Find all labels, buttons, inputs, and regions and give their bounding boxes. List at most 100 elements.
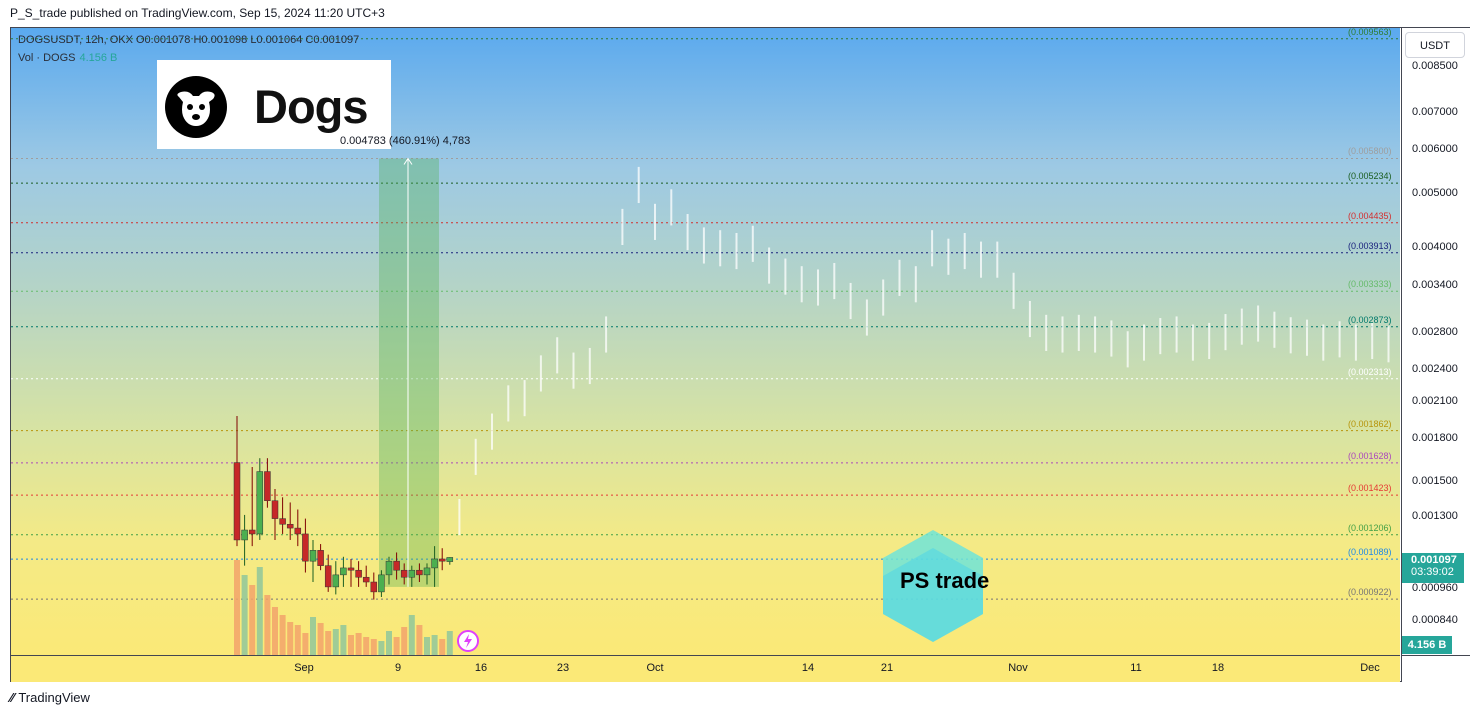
volume-bar (363, 637, 370, 655)
volume-bar (272, 607, 278, 655)
ps-trade-watermark: PS trade (900, 568, 990, 593)
candle-body (438, 558, 446, 562)
candle-body (431, 558, 438, 569)
fib-level-label: (0.003913) (1348, 240, 1392, 251)
volume-badge: 4.156 B (1402, 636, 1452, 654)
time-axis[interactable] (11, 655, 1400, 682)
volume-bar (340, 625, 347, 655)
price-tick-label: 0.004000 (1412, 240, 1458, 253)
candle-body (256, 471, 264, 535)
dogs-logo: Dogs (157, 60, 391, 149)
last-price-label: 0.001097 03:39:02 (1402, 553, 1464, 583)
candle-body (324, 565, 332, 588)
price-axis[interactable] (1401, 28, 1470, 655)
candle-body (362, 576, 370, 583)
candle-body (378, 574, 385, 593)
fib-level-label: (0.001206) (1348, 522, 1392, 533)
axis-corner (1401, 655, 1470, 682)
price-tick-label: 0.001500 (1412, 475, 1458, 488)
fib-level-label: (0.002873) (1348, 314, 1392, 325)
volume-bar (317, 623, 324, 655)
fib-level-label: (0.005234) (1348, 171, 1392, 182)
price-tick-label: 0.002800 (1412, 325, 1458, 338)
volume-bar (279, 615, 286, 655)
volume-bar (302, 633, 309, 655)
price-tick-label: 0.006000 (1412, 143, 1458, 156)
volume-bar (294, 625, 301, 655)
volume-value: 4.156 B (79, 52, 118, 64)
fib-level-label: (0.000922) (1348, 587, 1392, 598)
measure-range-box (379, 158, 439, 587)
price-tick-label: 0.001300 (1412, 509, 1458, 522)
fib-level-label: (0.001862) (1348, 418, 1392, 429)
time-tick-label: 14 (801, 662, 815, 674)
candle-body (332, 574, 340, 588)
time-tick-label: Sep (294, 662, 314, 674)
last-price-value: 0.001097 (1411, 554, 1457, 566)
volume-bar (408, 615, 415, 655)
volume-bar (446, 631, 453, 655)
candle-body (446, 557, 454, 562)
price-tick-label: 0.005000 (1412, 187, 1458, 200)
candle-body (241, 529, 248, 541)
measure-arrow-head (403, 157, 413, 165)
price-tick-label: 0.002400 (1412, 362, 1458, 375)
volume-bar (401, 627, 408, 655)
time-tick-label: 18 (1211, 662, 1225, 674)
candle-body (370, 581, 378, 593)
time-tick-label: Oct (646, 662, 664, 674)
volume-bar (241, 575, 248, 655)
tradingview-logo-icon: ⁄⁄ (10, 690, 15, 705)
candle-body (400, 569, 408, 578)
candle-body (302, 533, 309, 562)
time-tick-label: 23 (556, 662, 570, 674)
currency-button[interactable]: USDT (1405, 32, 1465, 58)
candle-body (271, 500, 279, 519)
candle-body (309, 550, 317, 562)
chart-plot-area[interactable] (11, 28, 1400, 655)
time-tick-label: Nov (1008, 662, 1028, 674)
price-range-measure-label: 0.004783 (460.91%) 4,783 (340, 135, 471, 147)
volume-bar (249, 585, 256, 655)
candle-body (294, 527, 302, 535)
candle-body (385, 560, 393, 576)
time-tick-label: 16 (474, 662, 488, 674)
volume-bar (348, 635, 354, 655)
price-tick-label: 0.000960 (1412, 582, 1458, 595)
candle-body (286, 523, 294, 529)
volume-bar (234, 560, 240, 655)
volume-label: Vol · DOGS (18, 52, 76, 64)
volume-bar (378, 641, 385, 655)
fib-level-label: (0.003333) (1348, 279, 1392, 290)
logo-text: Dogs (254, 80, 368, 133)
volume-bar (325, 631, 332, 655)
lightning-icon[interactable] (457, 630, 479, 652)
fib-level-label: (0.002313) (1348, 366, 1392, 377)
candle-body (317, 550, 324, 566)
candle-body (347, 567, 355, 571)
volume-bar (386, 631, 392, 655)
candle-body (393, 560, 400, 571)
chart-svg (11, 38, 1400, 655)
volume-bar (416, 625, 423, 655)
time-tick-label: 11 (1130, 662, 1142, 674)
fib-level-label: (0.001423) (1348, 483, 1392, 494)
volume-bar (431, 635, 438, 655)
symbol-legend[interactable]: DOGSUSDT, 12h, OKX O0.001078 H0.001098 L… (18, 34, 360, 46)
volume-bar (355, 633, 362, 655)
fib-level-label: (0.009563) (1348, 26, 1392, 37)
fib-level-label: (0.005800) (1348, 146, 1392, 157)
candle-body (340, 567, 347, 576)
candle-body (423, 567, 431, 576)
candle-body (279, 518, 286, 525)
fib-level-label: (0.001628) (1348, 450, 1392, 461)
candle-body (248, 529, 256, 535)
price-tick-label: 0.001800 (1412, 431, 1458, 444)
volume-legend[interactable]: Vol · DOGS 4.156 B (18, 52, 117, 64)
bar-countdown: 03:39:02 (1411, 566, 1454, 578)
price-tick-label: 0.003400 (1412, 279, 1458, 292)
footer-label: TradingView (18, 690, 90, 705)
tradingview-footer[interactable]: ⁄⁄ TradingView (10, 690, 90, 705)
volume-bar (310, 617, 316, 655)
candle-body (264, 471, 271, 501)
